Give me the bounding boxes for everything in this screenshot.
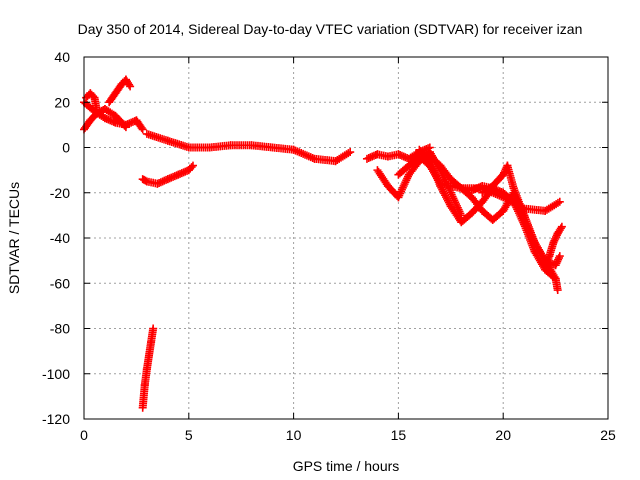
- series-trace-early-3: [105, 75, 135, 107]
- data-point: [554, 255, 563, 264]
- data-point: [555, 252, 564, 261]
- data-point: [187, 163, 196, 172]
- data-point: [138, 125, 147, 134]
- data-point: [544, 253, 553, 262]
- series-trace-late-3: [457, 181, 562, 295]
- data-point: [126, 82, 135, 91]
- x-tick-label: 20: [495, 427, 511, 443]
- data-point: [552, 233, 561, 242]
- data-point: [500, 168, 509, 177]
- series-trace-steep: [138, 324, 158, 412]
- y-tick-label: -120: [42, 411, 70, 427]
- data-point: [120, 121, 129, 130]
- series-trace-late-4: [541, 222, 566, 270]
- y-tick-label: -80: [50, 321, 70, 337]
- data-point: [551, 261, 560, 270]
- data-point: [553, 257, 562, 266]
- y-tick-label: -100: [42, 366, 70, 382]
- data-point: [149, 324, 158, 333]
- data-point: [188, 161, 197, 170]
- data-point: [344, 149, 353, 158]
- chart-title: Day 350 of 2014, Sidereal Day-to-day VTE…: [78, 21, 583, 37]
- data-point: [121, 123, 130, 132]
- data-point: [499, 170, 508, 179]
- x-tick-label: 25: [600, 427, 616, 443]
- series-trace-early-4: [82, 89, 101, 114]
- x-tick-label: 10: [286, 427, 302, 443]
- y-tick-label: 20: [54, 94, 70, 110]
- x-tick-label: 0: [80, 427, 88, 443]
- grid: [84, 57, 608, 419]
- data-point: [541, 259, 550, 268]
- data-point: [551, 234, 560, 243]
- tick-labels: 0 5 10 15 20 25 -120 -100 -80 -60 -40 -20 0 20 40: [42, 49, 616, 443]
- data-point: [553, 198, 562, 207]
- x-tick-label: 5: [185, 427, 193, 443]
- x-axis-label: GPS time / hours: [293, 458, 400, 474]
- data-point: [542, 257, 551, 266]
- data-point: [549, 238, 558, 247]
- data-points: [80, 75, 566, 412]
- y-tick-label: -20: [50, 185, 70, 201]
- y-tick-label: -40: [50, 230, 70, 246]
- data-point: [550, 236, 559, 245]
- y-tick-label: -60: [50, 275, 70, 291]
- series-trace-flat: [142, 129, 355, 166]
- data-point: [92, 105, 101, 114]
- y-axis-label: SDTVAR / TECUs: [6, 182, 22, 294]
- data-point: [555, 197, 564, 206]
- data-point: [137, 123, 146, 132]
- y-tick-label: 0: [62, 140, 70, 156]
- data-point: [543, 255, 552, 264]
- data-point: [125, 80, 134, 89]
- y-tick-label: 40: [54, 49, 70, 65]
- data-point: [554, 253, 563, 262]
- data-point: [553, 286, 562, 295]
- series-trace-early-2: [80, 105, 130, 134]
- data-point: [556, 224, 565, 233]
- data-point: [541, 261, 550, 270]
- data-point: [557, 222, 566, 231]
- data-point: [552, 259, 561, 268]
- x-tick-label: 15: [391, 427, 407, 443]
- series-trace-low: [138, 161, 197, 188]
- data-point: [346, 148, 355, 157]
